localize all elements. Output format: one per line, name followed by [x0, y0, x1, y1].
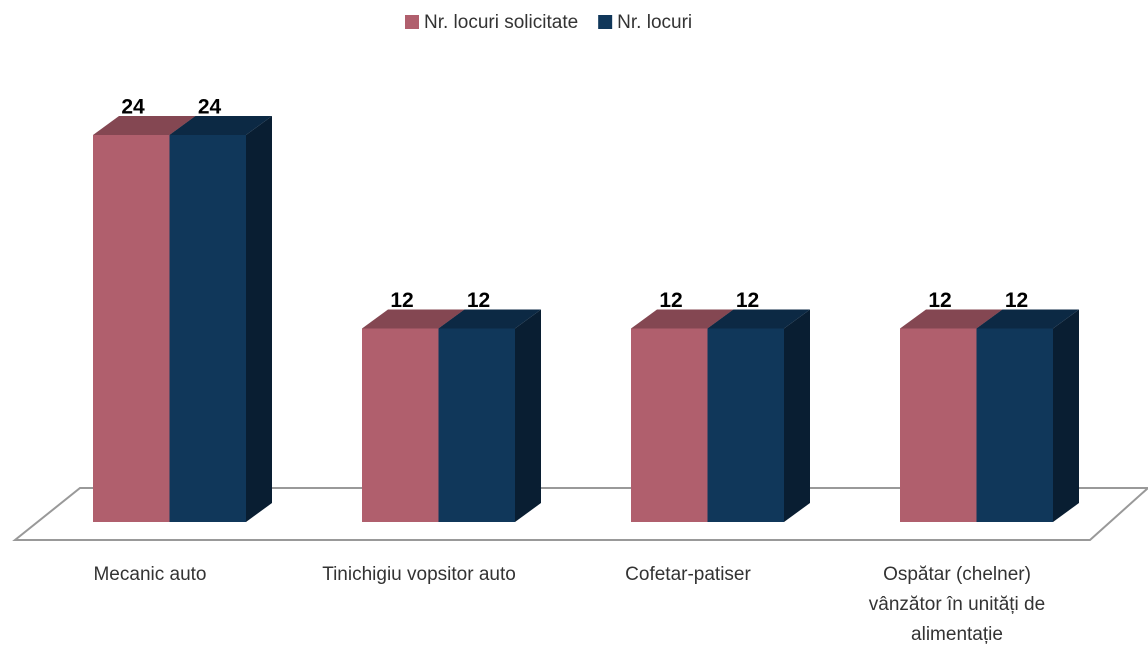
bar-front — [438, 328, 515, 522]
legend-label: Nr. locuri solicitate — [424, 12, 578, 33]
data-label: 24 — [121, 96, 145, 119]
bar-top — [976, 309, 1079, 329]
bar-front — [362, 328, 439, 522]
x-tick-label: Cofetar-patiser — [625, 564, 751, 585]
data-label: 12 — [467, 289, 490, 312]
data-label: 24 — [198, 96, 222, 119]
floor — [12, 487, 1148, 541]
bar-front — [93, 135, 170, 522]
bar-front — [169, 135, 246, 522]
data-label: 12 — [390, 289, 413, 312]
bar-side — [1053, 309, 1079, 522]
bar-side — [515, 309, 541, 522]
bar-front — [707, 328, 784, 522]
bar-side — [246, 116, 272, 522]
x-tick-label: Mecanic auto — [93, 564, 207, 585]
legend-swatch — [405, 15, 419, 29]
bar-side — [784, 309, 810, 522]
bar-front — [976, 328, 1053, 522]
bar-front — [631, 328, 708, 522]
bar-top — [900, 309, 1003, 329]
data-label: 12 — [736, 289, 759, 312]
bar-top — [362, 309, 465, 329]
bar-top — [707, 309, 810, 329]
data-label: 12 — [928, 289, 951, 312]
legend-label: Nr. locuri — [617, 12, 692, 33]
x-tick-label: Ospătar (chelner) vânzător în unități de… — [868, 564, 1046, 645]
bar-front — [900, 328, 977, 522]
bar-top — [169, 116, 272, 135]
legend-swatch — [598, 15, 613, 29]
bar-top — [631, 309, 734, 329]
bar-top — [438, 309, 541, 329]
data-label: 12 — [659, 289, 682, 312]
bar-top — [93, 116, 196, 135]
data-label: 12 — [1005, 289, 1028, 312]
x-tick-label: Tinichigiu vopsitor auto — [322, 564, 516, 585]
